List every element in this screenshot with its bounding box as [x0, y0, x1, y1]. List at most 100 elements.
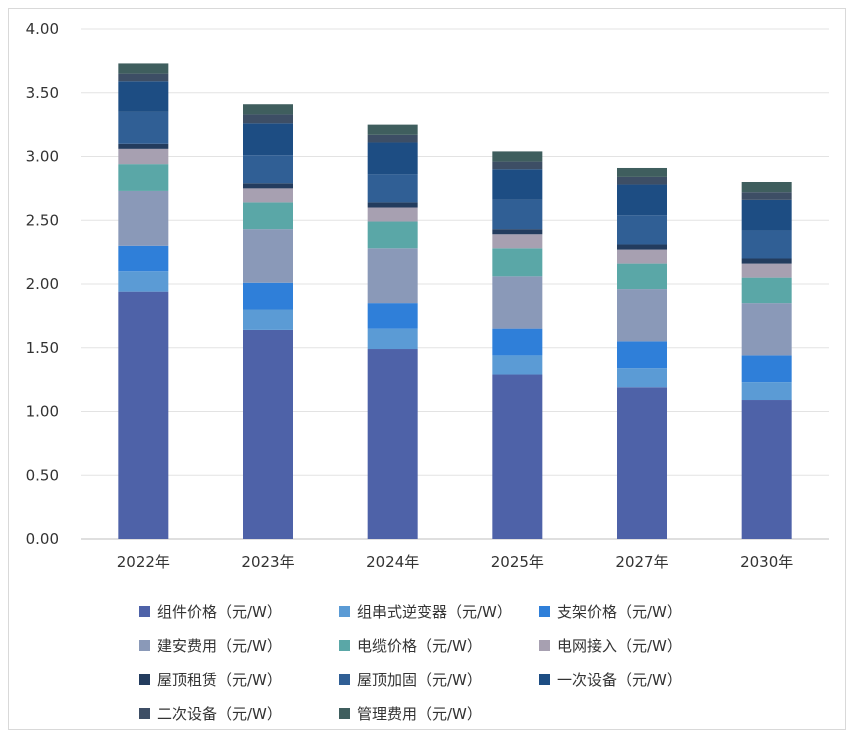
bar-segment	[118, 73, 169, 82]
x-tick-label: 2023年	[241, 553, 294, 571]
bar-segment	[617, 176, 667, 185]
bar-segment	[492, 169, 543, 200]
bar-segment	[617, 289, 667, 342]
bar-segment	[741, 400, 792, 539]
bar-segment	[492, 199, 543, 230]
bar-segment	[118, 81, 169, 112]
bar-segment	[367, 303, 418, 329]
legend-item: 屋顶租赁（元/W）	[139, 669, 282, 690]
bar-segment	[617, 368, 667, 388]
legend-item: 支架价格（元/W）	[539, 601, 682, 622]
y-tick-label: 4.00	[26, 20, 59, 38]
legend-item: 电缆价格（元/W）	[339, 635, 482, 656]
legend-label: 电网接入（元/W）	[557, 637, 682, 655]
y-tick-label: 0.50	[26, 466, 59, 484]
bar-segment	[118, 190, 169, 246]
legend-label: 管理费用（元/W）	[357, 705, 482, 723]
bar-segment	[367, 248, 418, 304]
legend-item: 电网接入（元/W）	[539, 635, 682, 656]
bar-segment	[118, 63, 169, 74]
y-tick-label: 2.00	[26, 275, 59, 293]
bar-segment	[118, 164, 169, 191]
bar-segment	[367, 202, 418, 208]
bar-segment	[243, 309, 293, 330]
bar-segment	[617, 387, 667, 539]
bar-segment	[741, 258, 792, 264]
bar-segment	[243, 114, 293, 124]
legend-swatch	[539, 640, 550, 651]
bar-segment	[118, 245, 169, 272]
legend-item: 屋顶加固（元/W）	[339, 669, 482, 690]
bar-segment	[118, 291, 169, 539]
bar-segment	[367, 328, 418, 350]
legend-item: 建安费用（元/W）	[139, 635, 282, 656]
bar-segment	[492, 151, 543, 162]
bar-segment	[367, 142, 418, 175]
legend-item: 一次设备（元/W）	[539, 669, 682, 690]
legend-label: 组串式逆变器（元/W）	[357, 603, 512, 621]
legend-label: 屋顶租赁（元/W）	[157, 671, 282, 689]
legend-item: 管理费用（元/W）	[339, 703, 482, 724]
bar-segment	[741, 355, 792, 383]
x-tick-label: 2027年	[615, 553, 668, 571]
bar-segment	[243, 104, 293, 115]
bar-segment	[367, 207, 418, 222]
bar-segment	[118, 148, 169, 165]
bar-segment	[367, 174, 418, 203]
bar-segment	[243, 123, 293, 156]
legend-item: 组串式逆变器（元/W）	[339, 601, 512, 622]
y-tick-label: 1.00	[26, 403, 59, 421]
legend-swatch	[539, 606, 550, 617]
legend-item: 组件价格（元/W）	[139, 601, 282, 622]
bar-segment	[492, 328, 543, 356]
legend-swatch	[339, 708, 350, 719]
legend-label: 二次设备（元/W）	[157, 705, 282, 723]
legend-swatch	[339, 640, 350, 651]
bar-segment	[492, 161, 543, 170]
bar-segment	[741, 182, 792, 193]
bar-segment	[492, 229, 543, 235]
bar-segment	[492, 374, 543, 539]
bar-segment	[741, 263, 792, 278]
bar-segment	[617, 249, 667, 264]
bar-segment	[367, 349, 418, 539]
bar-segment	[367, 124, 418, 135]
bar-segment	[492, 355, 543, 375]
legend-swatch	[139, 606, 150, 617]
legend-swatch	[139, 674, 150, 685]
grid-lines	[81, 28, 829, 540]
bar-segment	[617, 215, 667, 245]
legend-swatch	[139, 640, 150, 651]
bar-segment	[118, 271, 169, 292]
x-tick-label: 2022年	[117, 553, 170, 571]
bar-segment	[741, 382, 792, 401]
y-tick-label: 3.50	[26, 84, 59, 102]
bar-segment	[617, 184, 667, 216]
bar-segment	[492, 276, 543, 329]
y-tick-label: 3.00	[26, 148, 59, 166]
legend-label: 建安费用（元/W）	[157, 637, 282, 655]
y-tick-label: 1.50	[26, 339, 59, 357]
y-tick-label: 2.50	[26, 211, 59, 229]
bar-segment	[118, 111, 169, 144]
legend-swatch	[539, 674, 550, 685]
y-tick-label: 0.00	[26, 530, 59, 548]
bar-segment	[617, 263, 667, 290]
bar-segment	[118, 143, 169, 149]
legend-label: 一次设备（元/W）	[557, 671, 682, 689]
bar-segment	[617, 167, 667, 177]
bar-segment	[243, 188, 293, 203]
legend-swatch	[339, 674, 350, 685]
bar-segment	[243, 229, 293, 283]
x-tick-label: 2025年	[491, 553, 544, 571]
bar-segment	[741, 192, 792, 200]
bar-segment	[243, 155, 293, 184]
y-axis-labels: 0.00 0.50 1.00 1.50 2.00 2.50 3.00 3.50 4.00	[26, 20, 59, 548]
bar-segment	[367, 221, 418, 249]
x-tick-label: 2024年	[366, 553, 419, 571]
bar-segment	[741, 277, 792, 304]
x-axis-labels: 2022年 2023年 2024年 2025年 2027年 2030年	[117, 553, 794, 571]
bar-segment	[243, 329, 293, 539]
bar-segment	[492, 234, 543, 249]
legend-label: 电缆价格（元/W）	[357, 637, 482, 655]
